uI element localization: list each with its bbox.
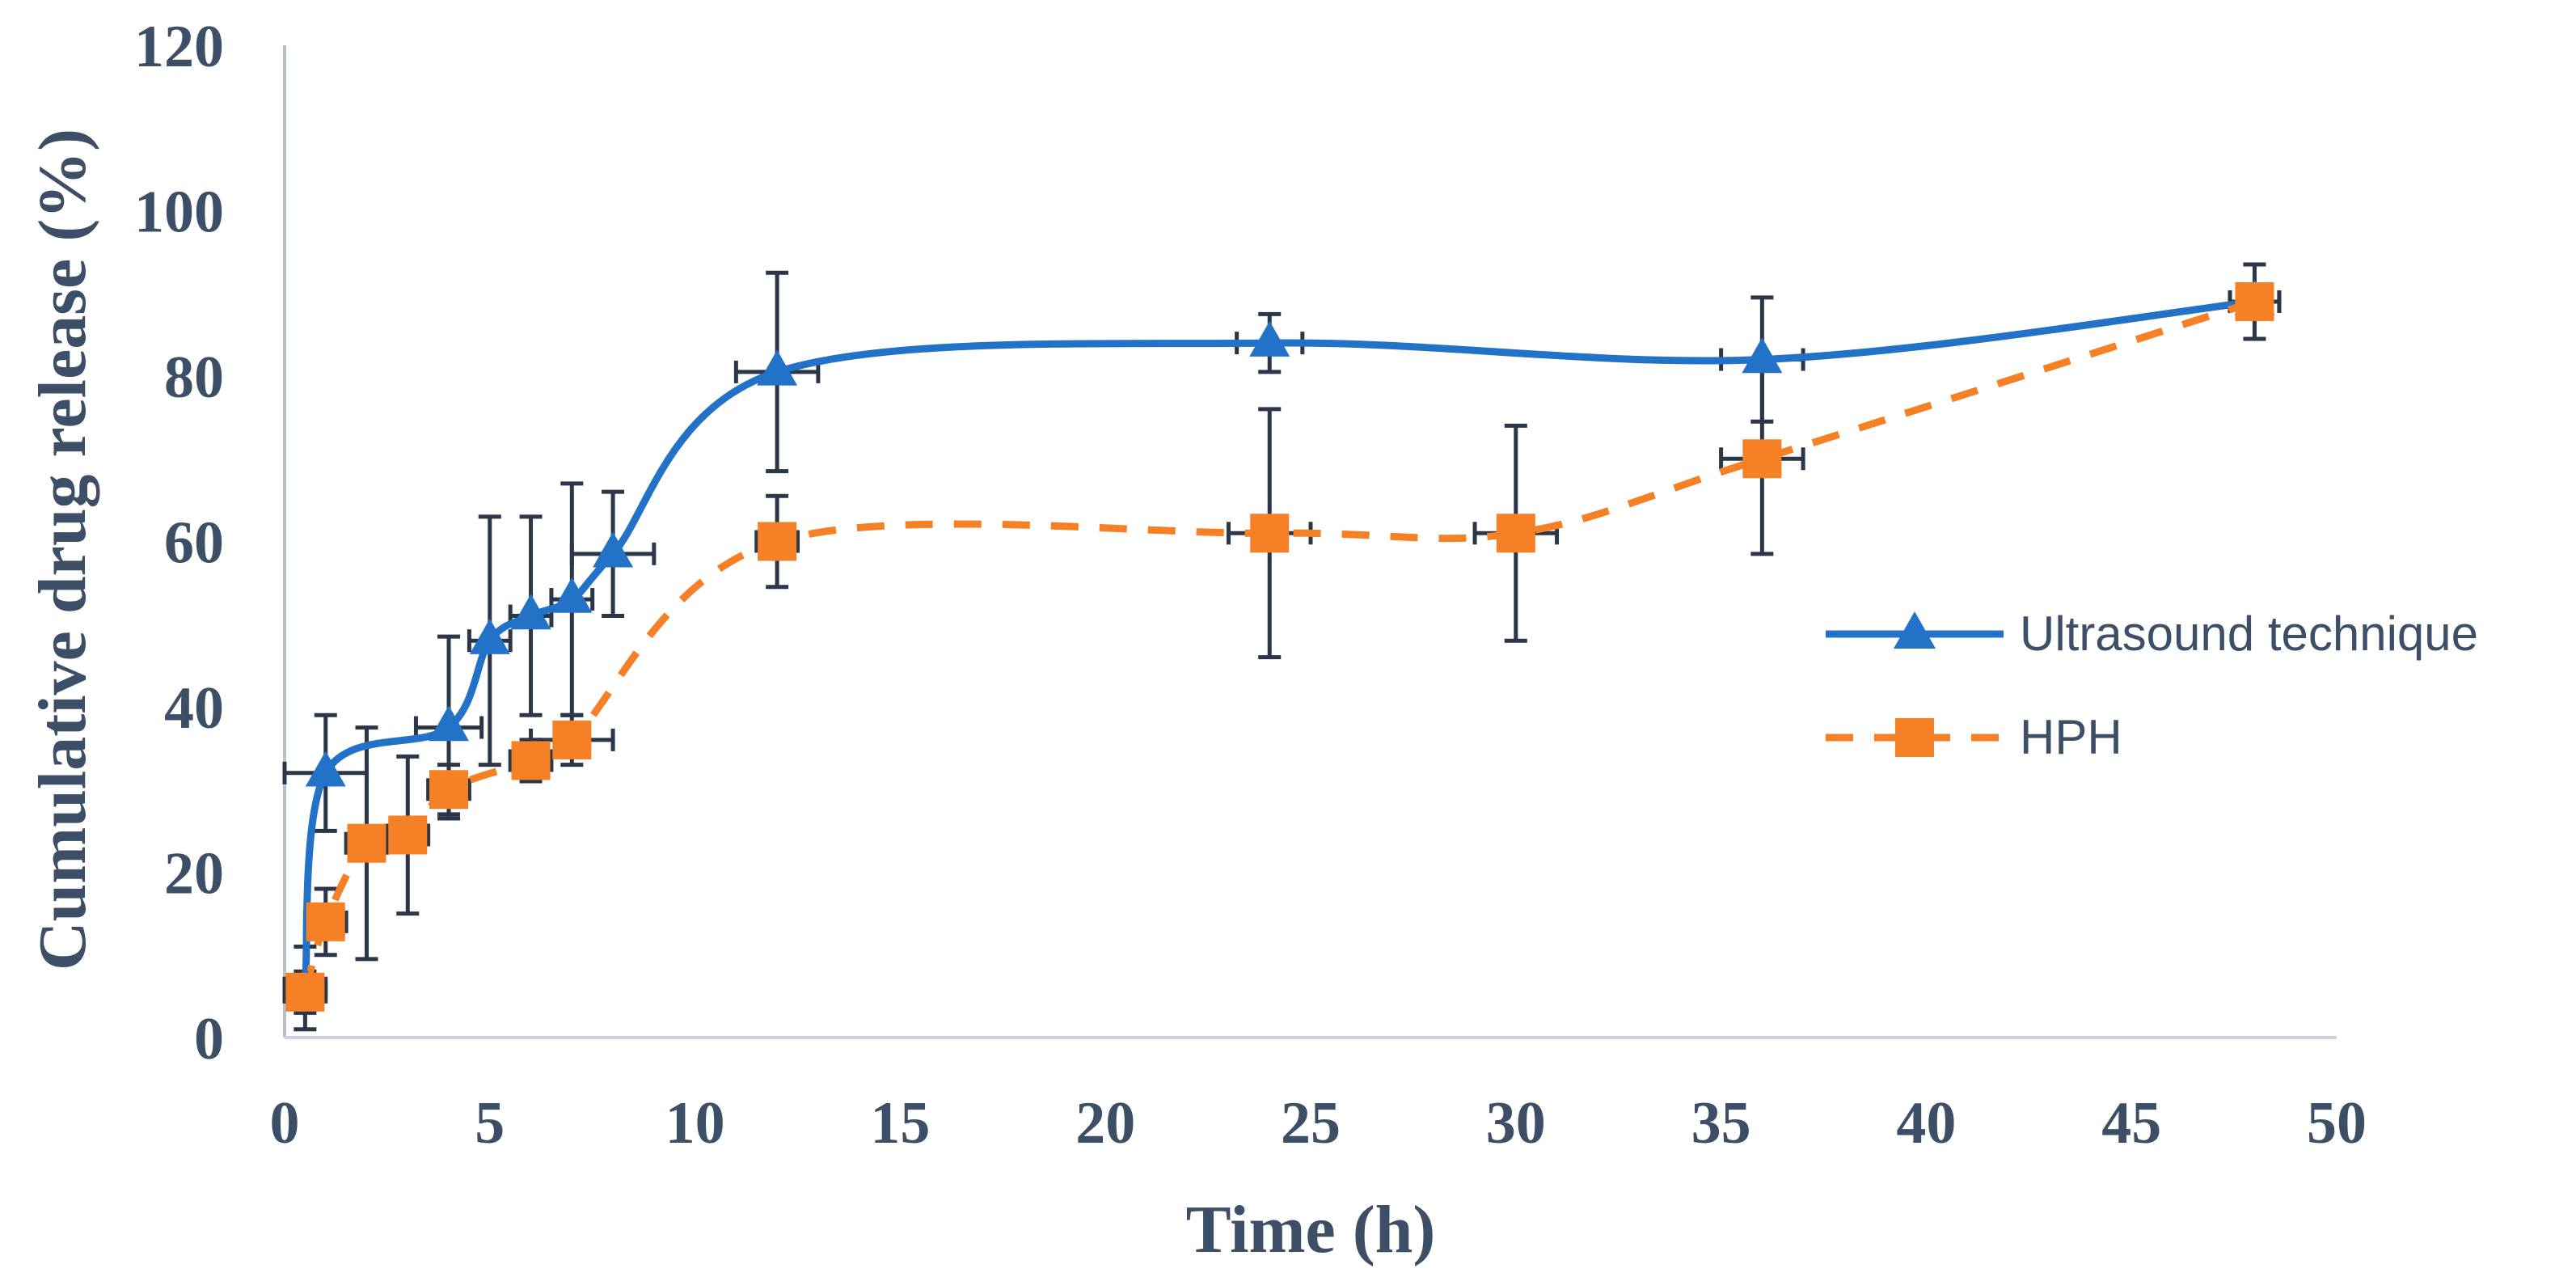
data-point-square [306, 902, 345, 941]
data-point-triangle [510, 594, 551, 630]
series-markers [285, 279, 2275, 1012]
data-point-triangle [593, 531, 634, 568]
data-point-square [1250, 514, 1290, 553]
data-point-square [285, 972, 325, 1012]
x-tick-label: 40 [1896, 1090, 1956, 1156]
x-tick-label: 10 [665, 1090, 725, 1156]
y-tick-label: 120 [134, 14, 224, 80]
x-tick-label: 20 [1075, 1090, 1135, 1156]
legend-marker-triangle [1894, 611, 1936, 649]
x-tick-label: 5 [475, 1090, 505, 1156]
y-tick-label: 60 [164, 510, 224, 577]
x-axis-title: Time (h) [1186, 1192, 1436, 1267]
y-tick-label: 0 [194, 1006, 224, 1072]
x-tick-label: 50 [2307, 1090, 2367, 1156]
data-point-triangle [305, 751, 346, 787]
data-point-square [758, 522, 797, 561]
data-point-square [1742, 439, 1782, 479]
data-point-square [429, 770, 469, 810]
data-point-triangle [757, 349, 798, 386]
legend-label: HPH [2020, 710, 2122, 764]
series-lines [301, 298, 2258, 994]
error-bars [282, 262, 2282, 1032]
data-point-square [2235, 281, 2274, 321]
x-tick-label: 35 [1691, 1090, 1751, 1156]
x-tick-label: 30 [1486, 1090, 1546, 1156]
x-tick-label: 45 [2101, 1090, 2161, 1156]
data-point-triangle [1742, 337, 1783, 374]
x-tick-label: 0 [270, 1090, 300, 1156]
y-tick-label: 20 [164, 841, 224, 907]
data-point-triangle [469, 618, 510, 654]
y-axis-title: Cumulative drug release (%) [25, 129, 100, 970]
data-point-square [511, 741, 551, 780]
legend-item: HPH [1826, 710, 2122, 764]
data-point-triangle [551, 577, 593, 613]
data-point-square [552, 720, 592, 759]
x-tick-label: 15 [870, 1090, 930, 1156]
legend-marker-square [1895, 718, 1934, 757]
data-point-square [388, 815, 428, 855]
series-line-ultrasound [301, 298, 2258, 992]
legend-item: Ultrasound technique [1826, 607, 2478, 661]
y-tick-label: 100 [134, 180, 224, 246]
axes [283, 45, 2337, 1039]
y-tick-label: 40 [164, 675, 224, 742]
data-point-triangle [429, 705, 470, 742]
tick-labels: 0 5 10 15 20 25 30 35 40 45 50 0 20 40 60 80 100 120 [134, 14, 2367, 1156]
y-tick-label: 80 [164, 345, 224, 411]
series-line-hph [302, 298, 2256, 994]
x-tick-label: 25 [1281, 1090, 1341, 1156]
legend: Ultrasound technique HPH [1826, 607, 2478, 764]
data-point-triangle [1249, 320, 1290, 357]
data-point-square [1496, 514, 1535, 553]
legend-label: Ultrasound technique [2020, 607, 2478, 661]
data-point-square [347, 823, 386, 863]
